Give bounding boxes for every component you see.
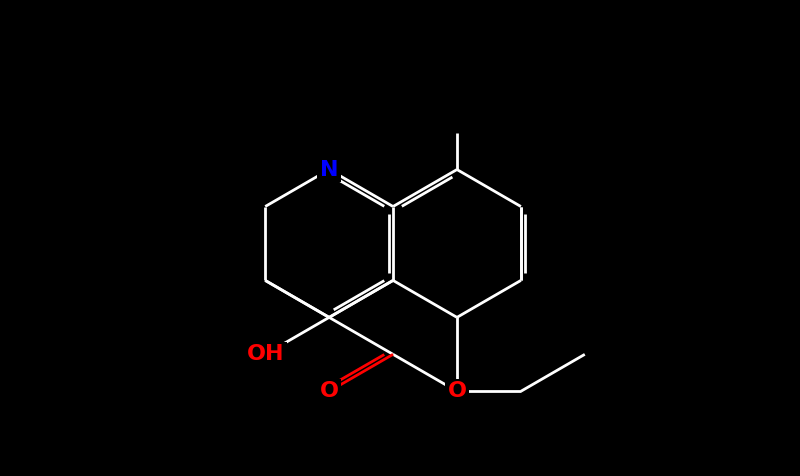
Text: O: O <box>320 381 338 401</box>
Text: O: O <box>447 381 466 401</box>
Text: OH: OH <box>246 344 284 364</box>
Text: N: N <box>320 159 338 179</box>
